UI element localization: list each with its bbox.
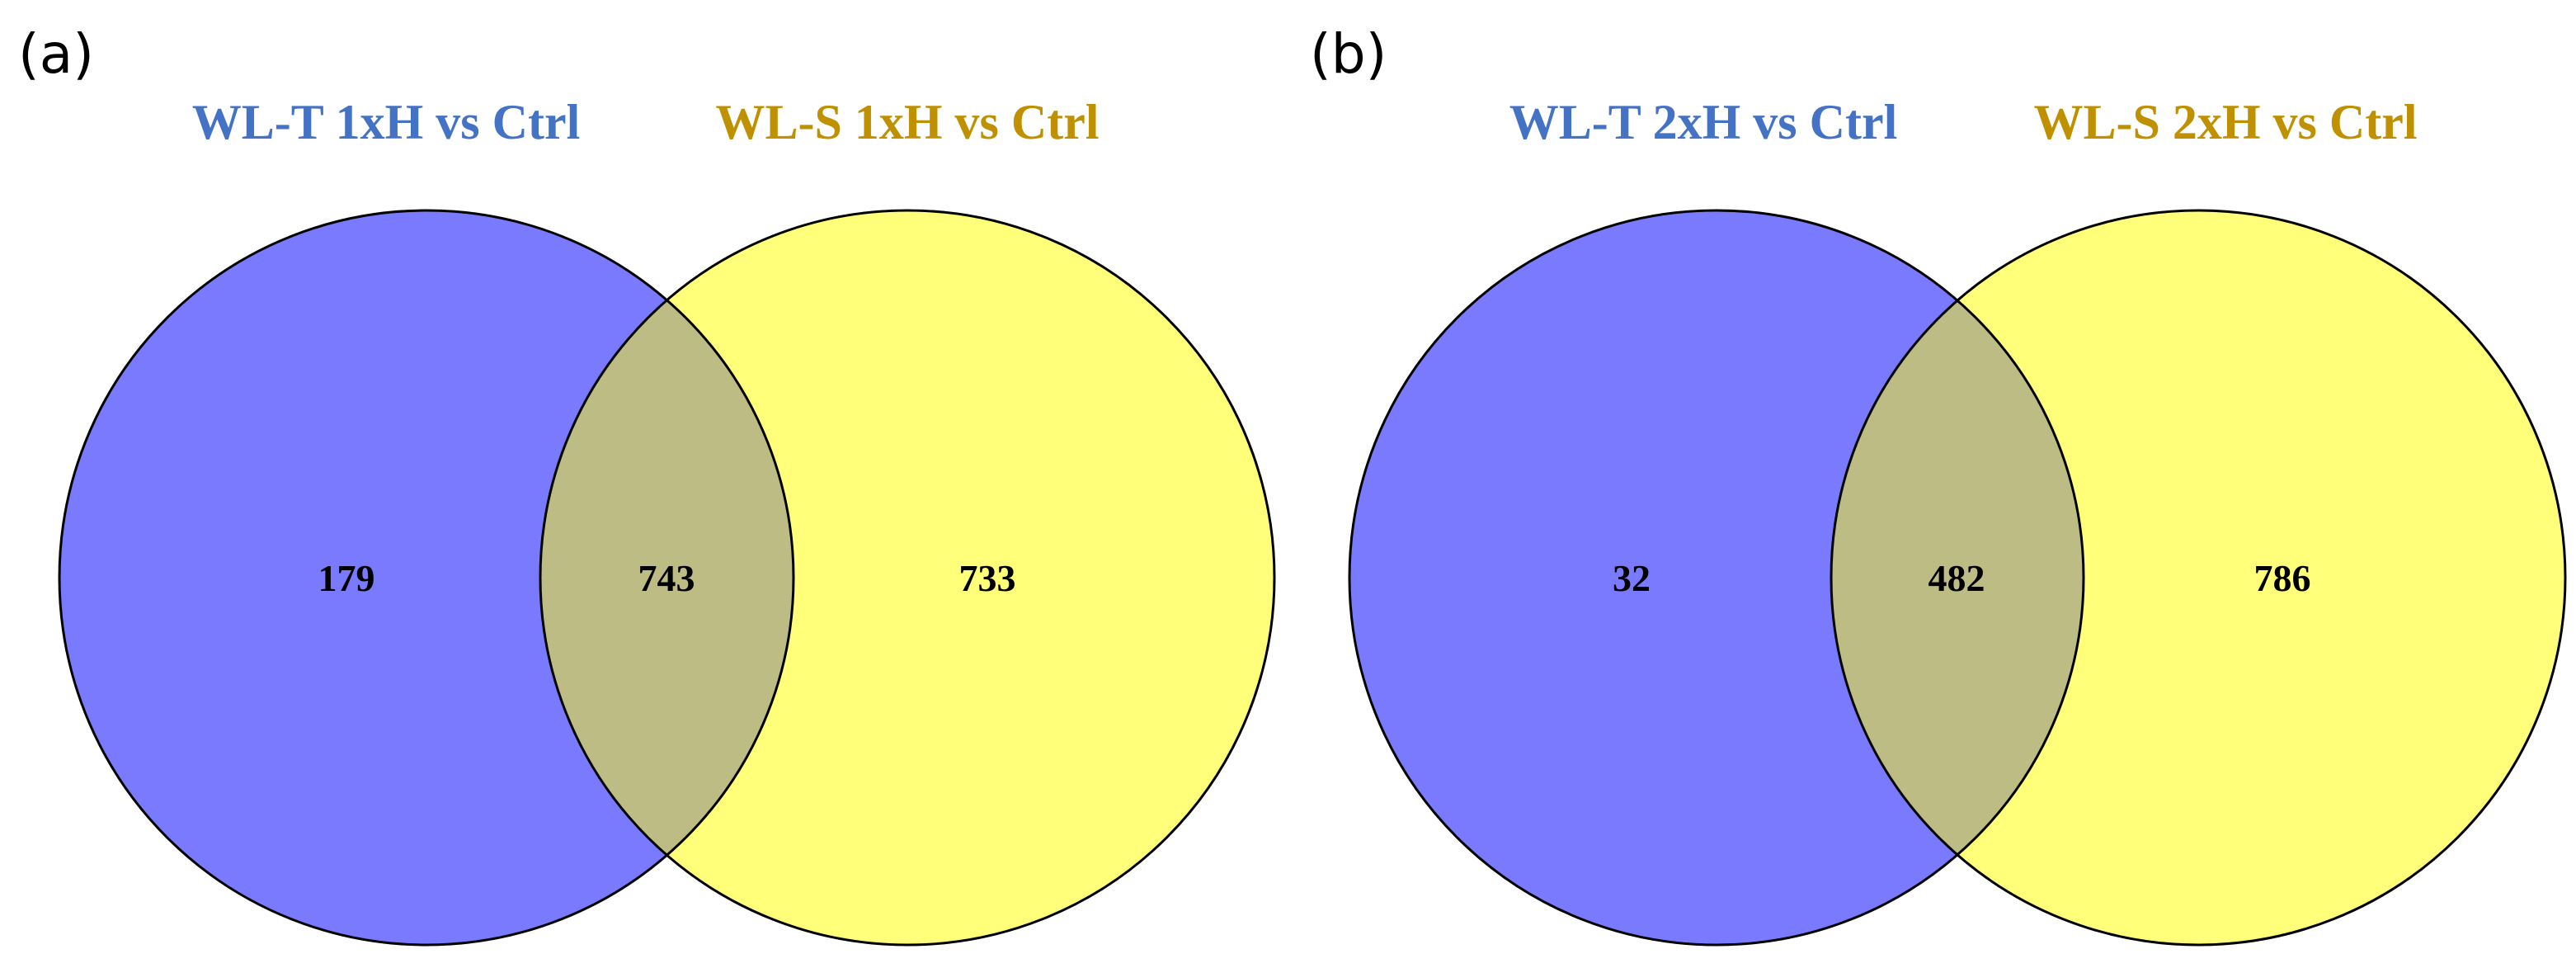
set-a-label: WL-T 2xH vs Ctrl xyxy=(1509,95,1898,149)
set-b-outline xyxy=(539,209,1276,947)
set-b-label: WL-S 1xH vs Ctrl xyxy=(716,95,1100,149)
only-b-count: 786 xyxy=(2254,557,2311,599)
set-a-outline xyxy=(1348,209,2085,947)
set-b-outline xyxy=(1830,209,2567,947)
only-b-count: 733 xyxy=(959,557,1016,599)
overlap-region xyxy=(540,210,794,945)
venn-panel-a: (a) WL-T 1xH vs Ctrl WL-S 1xH vs Ctrl 17… xyxy=(18,22,1276,947)
overlap-count: 743 xyxy=(638,557,695,599)
panel-label: (a) xyxy=(18,22,94,86)
only-a-count: 32 xyxy=(1613,557,1651,599)
set-b-label: WL-S 2xH vs Ctrl xyxy=(2034,95,2418,149)
only-a-count: 179 xyxy=(318,557,375,599)
panel-label: (b) xyxy=(1310,22,1387,86)
venn-panel-b: (b) WL-T 2xH vs Ctrl WL-S 2xH vs Ctrl 32… xyxy=(1310,22,2567,947)
overlap-count: 482 xyxy=(1928,557,1985,599)
overlap-region xyxy=(1831,210,2084,945)
set-a-outline xyxy=(58,209,795,947)
set-a-label: WL-T 1xH vs Ctrl xyxy=(192,95,581,149)
